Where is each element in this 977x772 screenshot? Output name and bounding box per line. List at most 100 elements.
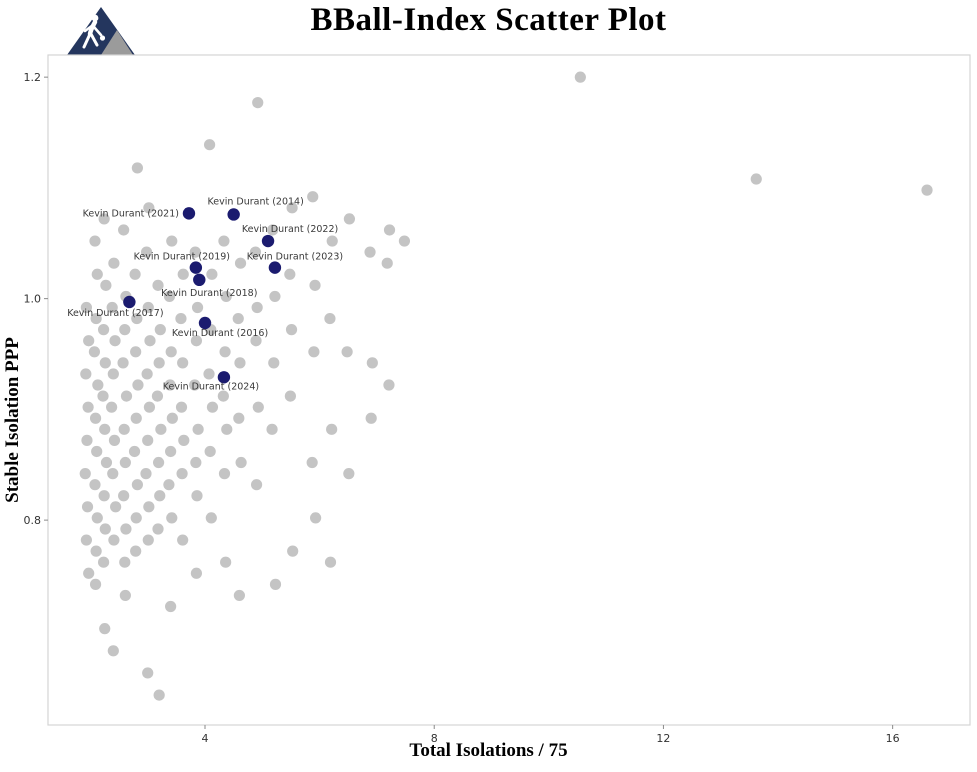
- data-point: [268, 357, 280, 369]
- data-point: [154, 490, 166, 502]
- data-point: [324, 556, 337, 568]
- data-point: [108, 534, 120, 546]
- data-point: [383, 224, 396, 236]
- data-point: [234, 357, 246, 369]
- data-point: [204, 445, 216, 458]
- data-point: [267, 224, 279, 236]
- data-point: [343, 213, 356, 225]
- data-point: [89, 479, 101, 491]
- data-point: [129, 268, 141, 280]
- data-point: [191, 301, 204, 314]
- data-point: [326, 235, 338, 247]
- data-point: [131, 479, 143, 491]
- data-point: [140, 468, 152, 480]
- kd-point-label: Kevin Durant (2022): [242, 224, 338, 235]
- data-point: [166, 235, 178, 247]
- data-point: [310, 512, 322, 524]
- data-point: [176, 468, 188, 480]
- data-point: [285, 324, 298, 336]
- data-point: [142, 434, 154, 446]
- data-point: [90, 545, 102, 557]
- data-point: [91, 445, 103, 458]
- data-point: [190, 567, 203, 579]
- data-point: [341, 346, 353, 358]
- data-point: [100, 279, 112, 291]
- basketball-player-icon: [82, 14, 106, 49]
- data-point: [250, 335, 262, 347]
- data-point: [205, 512, 217, 524]
- data-point: [203, 139, 216, 151]
- data-point: [166, 412, 178, 424]
- data-point: [97, 324, 110, 336]
- kd-point-label: Kevin Durant (2023): [247, 252, 343, 263]
- data-point: [153, 357, 165, 369]
- data-point: [398, 235, 411, 247]
- data-point: [119, 456, 131, 469]
- data-point: [83, 567, 95, 579]
- data-point: [110, 501, 122, 513]
- chart-title: BBall-Index Scatter Plot: [310, 2, 667, 38]
- data-point: [178, 434, 190, 446]
- data-point: [190, 335, 203, 347]
- data-point: [90, 312, 102, 325]
- data-point: [232, 312, 244, 325]
- data-point: [326, 423, 338, 435]
- data-point: [81, 501, 94, 513]
- data-point: [119, 556, 131, 568]
- data-point: [120, 390, 133, 402]
- data-point: [164, 379, 176, 391]
- data-point: [190, 456, 202, 469]
- data-point: [220, 290, 232, 303]
- data-point: [252, 97, 264, 109]
- data-point: [219, 346, 231, 358]
- data-point: [107, 368, 119, 380]
- data-point: [233, 589, 245, 602]
- data-point: [177, 268, 189, 280]
- data-point: [109, 335, 121, 347]
- data-point: [163, 290, 176, 303]
- data-point: [128, 445, 141, 458]
- data-point: [192, 423, 204, 435]
- data-point: [206, 268, 218, 280]
- kd-point: [189, 261, 203, 274]
- y-axis-label: Stable Isolation PPP: [2, 337, 23, 503]
- data-point: [165, 346, 177, 358]
- data-point: [233, 412, 245, 424]
- data-point: [154, 324, 166, 336]
- data-point: [235, 456, 247, 469]
- data-point: [89, 412, 102, 424]
- data-point: [191, 490, 203, 502]
- data-point: [118, 423, 130, 435]
- data-point: [218, 235, 230, 247]
- y-tick-label: 0.8: [24, 514, 42, 527]
- data-point: [252, 401, 264, 413]
- data-point: [307, 191, 319, 203]
- data-point: [324, 312, 336, 325]
- data-point: [98, 490, 110, 502]
- data-point: [381, 257, 393, 269]
- data-point: [142, 667, 154, 679]
- data-point: [130, 512, 142, 524]
- x-tick-label: 8: [431, 732, 438, 745]
- data-point: [166, 512, 178, 524]
- data-point: [130, 545, 142, 557]
- data-point: [140, 246, 153, 258]
- data-point: [131, 312, 143, 325]
- kd-point-label: Kevin Durant (2014): [207, 196, 303, 207]
- data-point: [143, 501, 155, 513]
- data-point: [220, 556, 232, 568]
- data-point: [343, 468, 355, 480]
- data-point: [79, 468, 91, 480]
- data-point: [309, 279, 321, 291]
- data-point: [83, 335, 95, 347]
- data-point: [120, 523, 132, 535]
- data-point: [177, 357, 189, 369]
- data-point: [574, 71, 586, 83]
- data-point: [287, 545, 299, 557]
- data-point: [118, 224, 130, 236]
- data-point: [99, 357, 111, 369]
- data-point: [177, 534, 189, 546]
- kd-point: [182, 207, 196, 220]
- data-point: [141, 368, 153, 380]
- data-point: [92, 379, 104, 391]
